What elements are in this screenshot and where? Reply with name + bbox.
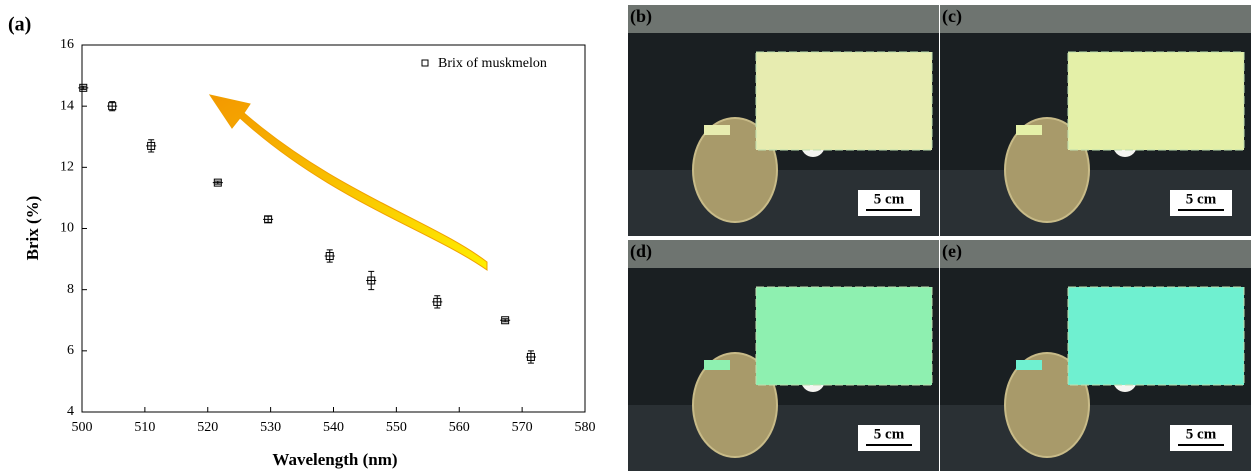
photo-top bbox=[628, 240, 939, 268]
legend-label: Brix of muskmelon bbox=[438, 56, 547, 71]
luminescent-film bbox=[756, 287, 932, 385]
sensor-card bbox=[704, 360, 730, 370]
x-tick-label: 540 bbox=[323, 420, 344, 435]
x-tick-label: 560 bbox=[449, 420, 470, 435]
scale-label: 5 cm bbox=[1186, 426, 1217, 442]
photo-top bbox=[940, 5, 1251, 33]
y-tick-label: 14 bbox=[60, 98, 74, 113]
y-tick-label: 12 bbox=[60, 160, 74, 175]
panel-label: (a) bbox=[8, 14, 31, 36]
scale-label: 5 cm bbox=[1186, 191, 1217, 207]
photo-top bbox=[628, 5, 939, 33]
x-tick-label: 550 bbox=[386, 420, 407, 435]
x-tick-label: 570 bbox=[512, 420, 533, 435]
x-tick-label: 580 bbox=[575, 420, 596, 435]
panel-label: (d) bbox=[630, 241, 652, 262]
luminescent-film bbox=[1068, 52, 1244, 150]
legend-marker bbox=[422, 60, 428, 66]
x-tick-label: 510 bbox=[134, 420, 155, 435]
x-tick-label: 500 bbox=[72, 420, 93, 435]
panel-label: (e) bbox=[942, 241, 962, 262]
luminescent-film bbox=[1068, 287, 1244, 385]
y-tick-label: 8 bbox=[67, 282, 74, 297]
y-axis-label: Brix (%) bbox=[23, 196, 42, 261]
scale-label: 5 cm bbox=[874, 426, 905, 442]
y-tick-label: 4 bbox=[67, 404, 74, 419]
x-axis-label: Wavelength (nm) bbox=[272, 450, 397, 469]
x-tick-label: 520 bbox=[197, 420, 218, 435]
y-tick-label: 10 bbox=[60, 221, 74, 236]
y-tick-label: 16 bbox=[60, 37, 74, 52]
photo-top bbox=[940, 240, 1251, 268]
x-tick-label: 530 bbox=[260, 420, 281, 435]
panel-label: (b) bbox=[630, 6, 652, 27]
y-tick-label: 6 bbox=[67, 343, 74, 358]
trend-arrow bbox=[210, 95, 487, 270]
scale-label: 5 cm bbox=[874, 191, 905, 207]
plot-frame bbox=[82, 45, 585, 412]
sensor-card bbox=[1016, 360, 1042, 370]
panel-label: (c) bbox=[942, 6, 962, 27]
sensor-card bbox=[1016, 125, 1042, 135]
luminescent-film bbox=[756, 52, 932, 150]
figure: (a) Wavelength (nm) Brix (%) 5 cm (b) 5 cm… bbox=[0, 0, 1253, 473]
sensor-card bbox=[704, 125, 730, 135]
